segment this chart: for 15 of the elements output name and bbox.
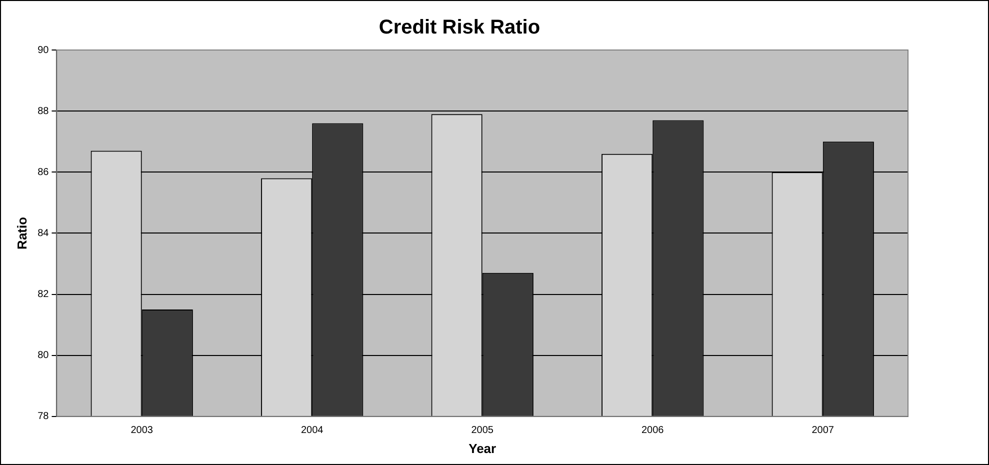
y-tick-label: 88 [38, 106, 50, 117]
y-tick-label: 82 [38, 289, 50, 300]
x-tick-label: 2005 [471, 425, 494, 436]
y-tick-label: 90 [38, 44, 50, 56]
x-tick-label: 2003 [130, 425, 154, 436]
x-tick-label: 2004 [300, 425, 324, 436]
x-tick-label: 2006 [641, 425, 664, 436]
y-tick-label: 78 [38, 411, 50, 422]
chart-title: Credit Risk Ratio [378, 16, 540, 39]
y-tick-label: 84 [38, 228, 50, 239]
x-tick-label: 2007 [812, 425, 834, 436]
y-axis-title: Ratio [14, 216, 30, 250]
x-axis-title: Year [468, 440, 496, 456]
y-tick-label: 86 [38, 166, 50, 178]
y-tick-label: 80 [38, 350, 50, 362]
